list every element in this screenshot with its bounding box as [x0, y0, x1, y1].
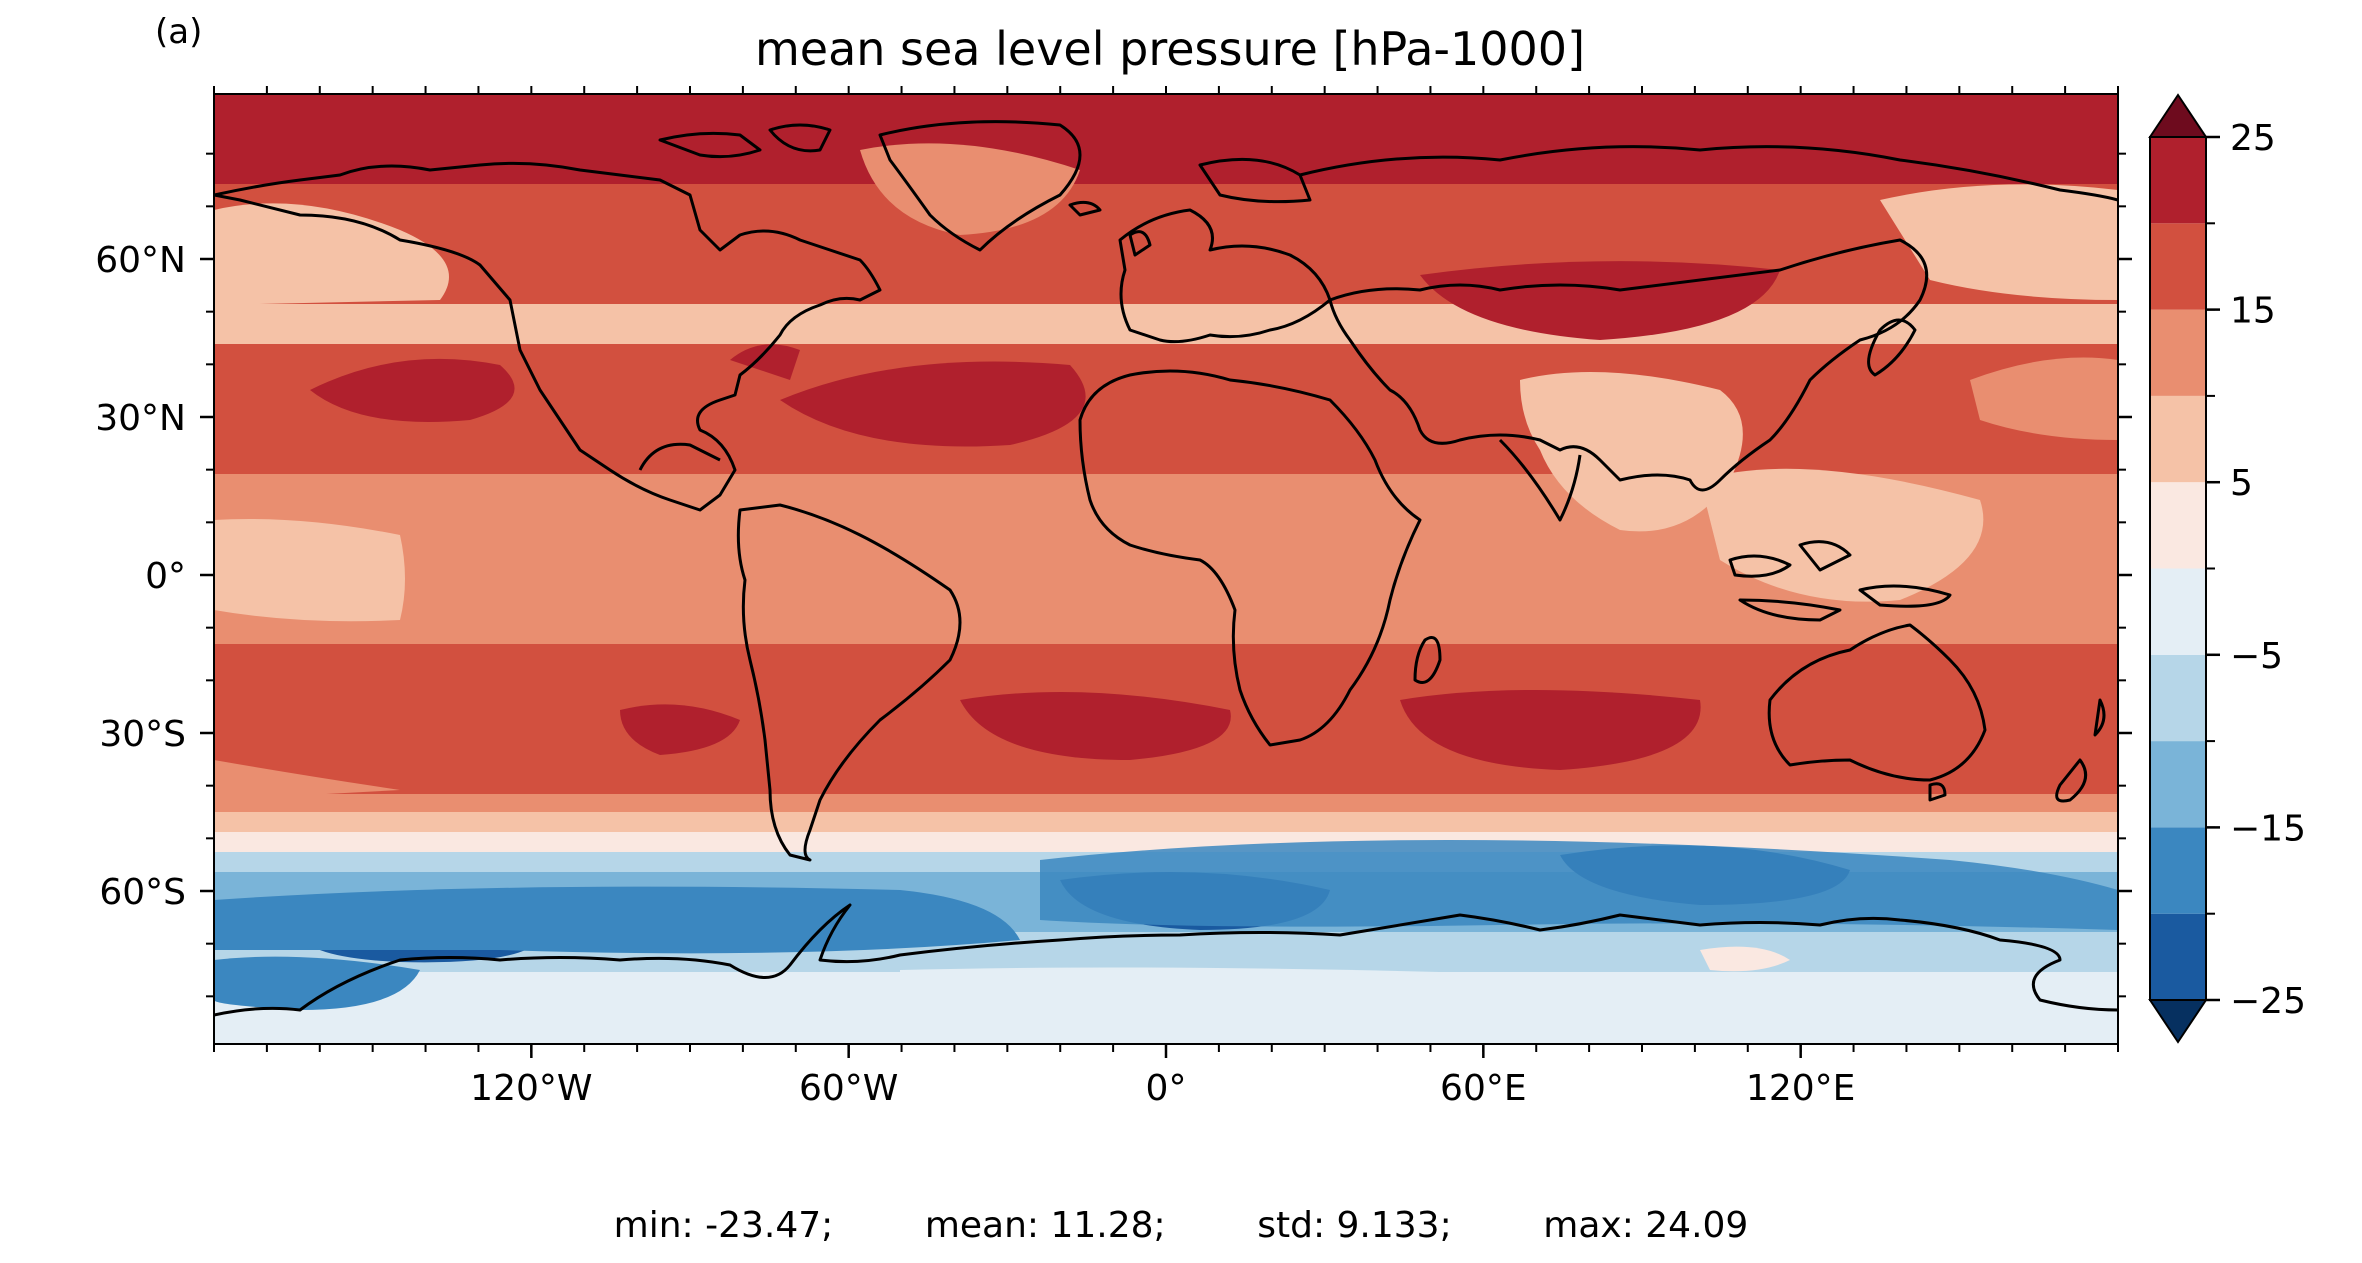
panel-label: (a) [155, 12, 203, 52]
greenland-coast [878, 120, 1082, 252]
band-north-subtropic [214, 344, 2118, 474]
india-peninsula [1498, 438, 1582, 522]
band-north-subpolar-low [214, 304, 2118, 344]
japan-coast [1867, 318, 1917, 377]
band-south-low-1 [214, 812, 2118, 832]
antarctic-plateau [900, 967, 1900, 1044]
atlantic-high-south [960, 692, 1231, 760]
siberia-north-coast [1299, 145, 2118, 202]
y-tick-label: 0° [145, 556, 186, 597]
colorbar-over-triangle [2148, 93, 2208, 138]
asia-coast [1328, 238, 1929, 492]
colorbar-segment [2150, 568, 2206, 655]
madagascar-coast [1413, 636, 1442, 684]
y-tick-label: 60°N [95, 240, 186, 281]
colorbar-under-triangle [2148, 999, 2208, 1044]
band-south-mid [214, 794, 2118, 812]
colorbar-segment [2150, 741, 2206, 828]
greenland-low [860, 143, 1080, 235]
pacific-high-south [620, 704, 740, 755]
y-tick-label: 30°S [99, 714, 186, 755]
gulf-of-mexico [638, 442, 721, 471]
pacific-high-north-east [1970, 357, 2118, 440]
pacific-high-north [310, 358, 515, 422]
stat-min: min: -23.47; [613, 1205, 834, 1246]
colorbar-tick-label: −5 [2230, 636, 2283, 677]
colorbar-segment [2150, 913, 2206, 1000]
maritime-continent [1728, 540, 1952, 622]
colorbar-segment [2150, 223, 2206, 310]
africa-coast [1078, 369, 1422, 747]
x-tick-label: 120°E [1746, 1068, 1855, 1109]
stats-line: min: -23.47; mean: 11.28; std: 9.133; ma… [0, 1205, 2362, 1246]
x-tick-label: 60°W [799, 1068, 898, 1109]
north-america-coast [214, 161, 882, 512]
coastlines [214, 120, 2118, 1017]
antarctica-coast [214, 903, 2118, 1017]
colorbar-segment [2150, 827, 2206, 914]
tasmania-coast [1928, 782, 1947, 802]
stat-std: std: 9.133; [1257, 1205, 1452, 1246]
colorbar-segment [2150, 654, 2206, 742]
ross-sea-low [214, 956, 420, 1010]
colorbar-tick-label: −15 [2230, 808, 2306, 849]
y-tick-label: 60°S [99, 872, 186, 913]
east-pacific-equator [214, 519, 405, 622]
atlantic-high-north-2 [730, 344, 800, 380]
stat-mean: mean: 11.28; [924, 1205, 1166, 1246]
colorbar-tick-label: 15 [2230, 291, 2276, 332]
x-tick-label: 60°E [1440, 1068, 1527, 1109]
x-tick-label: 0° [1146, 1068, 1187, 1109]
indian-high-south [1400, 690, 1701, 770]
stat-max: max: 24.09 [1543, 1205, 1749, 1246]
colorbar-segment [2150, 137, 2206, 224]
x-tick-label: 120°W [470, 1068, 592, 1109]
south-america-coast [736, 503, 962, 862]
canadian-archipelago [658, 123, 832, 159]
colorbar-tick-label: −25 [2230, 981, 2306, 1022]
pressure-field [214, 94, 2118, 1044]
colorbar-tick-label: 25 [2230, 118, 2276, 159]
colorbar: 25 15 5 −5 −15 −25 [2148, 93, 2306, 1044]
north-pacific-low-2 [1880, 184, 2118, 300]
atlantic-high-north [780, 361, 1086, 447]
band-north-high [214, 184, 2118, 304]
map-title: mean sea level pressure [hPa-1000] [754, 22, 1586, 76]
colorbar-segment [2150, 395, 2206, 483]
colorbar-tick-label: 5 [2230, 463, 2253, 504]
antarctic-high-spot [1700, 946, 1790, 972]
southern-ocean-mid-2 [1040, 840, 2118, 930]
south-pacific-mid [214, 760, 400, 800]
axes: 120°W 60°W 0° 60°E 120°E 60°N 30°N 0° 30°S 60°S [95, 86, 2132, 1109]
southern-ocean-mid-1 [214, 886, 1020, 954]
colorbar-segment [2150, 482, 2206, 569]
australia-coast [1767, 623, 1987, 782]
asia-low [1520, 372, 1743, 532]
iceland-coast [1068, 200, 1102, 217]
new-zealand-coast [2055, 698, 2106, 803]
band-arctic [214, 94, 2118, 184]
uk-coast [1128, 230, 1152, 257]
y-tick-label: 30°N [95, 398, 186, 439]
warm-pool [1700, 468, 1984, 602]
north-pacific-low [214, 203, 449, 305]
colorbar-segment [2150, 309, 2206, 396]
